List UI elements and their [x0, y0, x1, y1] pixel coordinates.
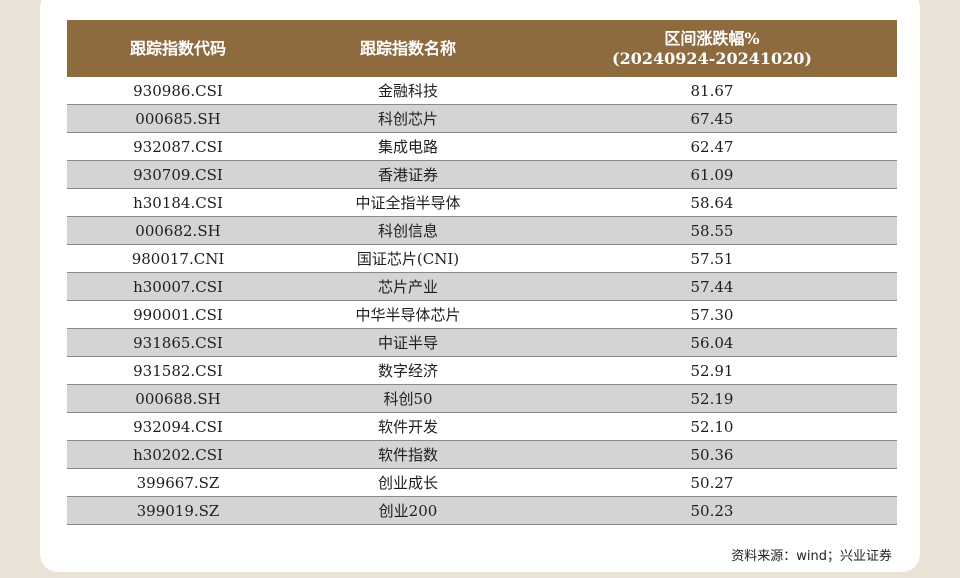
cell-index-code: 930709.CSI: [67, 160, 289, 189]
cell-index-code: 932087.CSI: [67, 132, 289, 161]
table-row: 931582.CSI 数字经济 52.91: [67, 356, 897, 385]
cell-change: 52.91: [527, 356, 897, 385]
cell-index-name: 芯片产业: [289, 272, 527, 301]
table-row: 932094.CSI 软件开发 52.10: [67, 412, 897, 441]
cell-index-name: 中华半导体芯片: [289, 300, 527, 329]
table-row: 000685.SH 科创芯片 67.45: [67, 104, 897, 133]
cell-change: 57.44: [527, 272, 897, 301]
cell-index-code: h30202.CSI: [67, 440, 289, 469]
cell-change: 50.36: [527, 440, 897, 469]
table-row: 932087.CSI 集成电路 62.47: [67, 132, 897, 161]
cell-change: 61.09: [527, 160, 897, 189]
cell-index-name: 中证半导: [289, 328, 527, 357]
table-row: 000688.SH 科创50 52.19: [67, 384, 897, 413]
cell-index-name: 集成电路: [289, 132, 527, 161]
cell-change: 50.23: [527, 496, 897, 525]
cell-index-name: 国证芯片(CNI): [289, 244, 527, 273]
cell-index-code: 399667.SZ: [67, 468, 289, 497]
cell-index-name: 软件开发: [289, 412, 527, 441]
cell-index-code: 000685.SH: [67, 104, 289, 133]
table-row: h30007.CSI 芯片产业 57.44: [67, 272, 897, 301]
cell-change: 57.51: [527, 244, 897, 273]
index-performance-table: 跟踪指数代码 跟踪指数名称 区间涨跌幅% (20240924-20241020)…: [67, 20, 897, 525]
cell-index-code: 932094.CSI: [67, 412, 289, 441]
header-name: 跟踪指数名称: [289, 20, 527, 77]
table-row: 399019.SZ 创业200 50.23: [67, 496, 897, 525]
cell-index-name: 创业成长: [289, 468, 527, 497]
cell-index-code: 000682.SH: [67, 216, 289, 245]
table-row: 980017.CNI 国证芯片(CNI) 57.51: [67, 244, 897, 273]
header-change: 区间涨跌幅% (20240924-20241020): [527, 20, 897, 77]
cell-index-code: h30184.CSI: [67, 188, 289, 217]
table-row: h30202.CSI 软件指数 50.36: [67, 440, 897, 469]
cell-index-name: 科创芯片: [289, 104, 527, 133]
table-row: 000682.SH 科创信息 58.55: [67, 216, 897, 245]
header-change-period: (20240924-20241020): [612, 48, 812, 68]
data-source-note: 资料来源：wind；兴业证券: [731, 549, 892, 564]
cell-index-code: h30007.CSI: [67, 272, 289, 301]
table-body: 930986.CSI 金融科技 81.67 000685.SH 科创芯片 67.45 932…: [67, 77, 897, 525]
cell-index-code: 000688.SH: [67, 384, 289, 413]
cell-index-code: 980017.CNI: [67, 244, 289, 273]
header-code: 跟踪指数代码: [67, 20, 289, 77]
cell-change: 57.30: [527, 300, 897, 329]
cell-index-name: 数字经济: [289, 356, 527, 385]
table-row: 931865.CSI 中证半导 56.04: [67, 328, 897, 357]
cell-index-code: 399019.SZ: [67, 496, 289, 525]
cell-index-name: 中证全指半导体: [289, 188, 527, 217]
cell-change: 58.55: [527, 216, 897, 245]
table-row: h30184.CSI 中证全指半导体 58.64: [67, 188, 897, 217]
cell-change: 56.04: [527, 328, 897, 357]
table-header-row: 跟踪指数代码 跟踪指数名称 区间涨跌幅% (20240924-20241020): [67, 20, 897, 77]
cell-index-name: 科创50: [289, 384, 527, 413]
cell-change: 67.45: [527, 104, 897, 133]
cell-index-name: 科创信息: [289, 216, 527, 245]
cell-change: 50.27: [527, 468, 897, 497]
table-row: 990001.CSI 中华半导体芯片 57.30: [67, 300, 897, 329]
cell-index-code: 990001.CSI: [67, 300, 289, 329]
table-row: 930986.CSI 金融科技 81.67: [67, 77, 897, 105]
table-row: 930709.CSI 香港证券 61.09: [67, 160, 897, 189]
cell-change: 81.67: [527, 77, 897, 105]
cell-index-name: 创业200: [289, 496, 527, 525]
cell-index-name: 金融科技: [289, 77, 527, 105]
header-change-title: 区间涨跌幅%: [664, 28, 760, 48]
cell-index-name: 香港证券: [289, 160, 527, 189]
cell-index-code: 931582.CSI: [67, 356, 289, 385]
table-row: 399667.SZ 创业成长 50.27: [67, 468, 897, 497]
cell-index-code: 931865.CSI: [67, 328, 289, 357]
cell-index-code: 930986.CSI: [67, 77, 289, 105]
cell-change: 62.47: [527, 132, 897, 161]
cell-change: 52.10: [527, 412, 897, 441]
cell-change: 58.64: [527, 188, 897, 217]
cell-change: 52.19: [527, 384, 897, 413]
cell-index-name: 软件指数: [289, 440, 527, 469]
